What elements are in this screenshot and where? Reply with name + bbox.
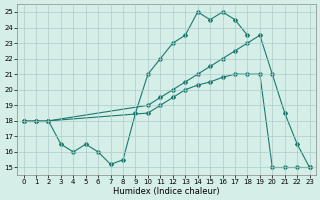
X-axis label: Humidex (Indice chaleur): Humidex (Indice chaleur) [113, 187, 220, 196]
